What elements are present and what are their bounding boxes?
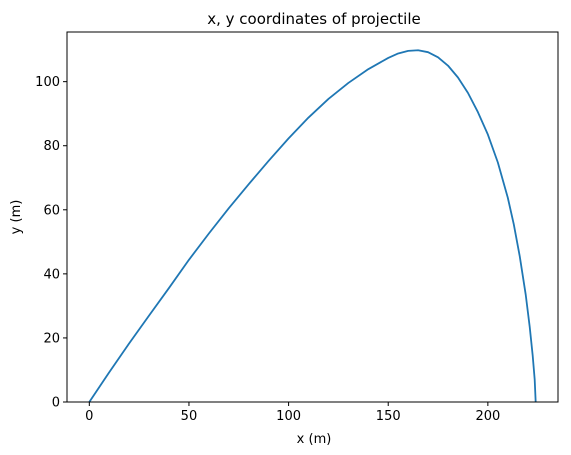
x-axis-label: x (m) — [297, 432, 332, 447]
y-tick-label: 20 — [43, 331, 60, 346]
x-tick-label: 0 — [85, 409, 93, 424]
y-tick-label: 80 — [43, 139, 60, 154]
plot-area — [66, 31, 559, 403]
x-tick-label: 150 — [376, 409, 401, 424]
y-tick-label: 40 — [43, 267, 60, 282]
axis-ticks: 0 50 100 150 200 0 20 40 60 80 100 — [35, 75, 500, 424]
y-tick-label: 0 — [52, 396, 60, 411]
series-line-0 — [88, 49, 537, 403]
x-tick-label: 100 — [276, 409, 301, 424]
y-tick-label: 60 — [43, 203, 60, 218]
y-axis-label: y (m) — [9, 200, 24, 235]
chart-title: x, y coordinates of projectile — [207, 10, 421, 28]
x-tick-label: 200 — [475, 409, 500, 424]
axes-frame — [66, 31, 559, 403]
x-tick-label: 50 — [181, 409, 198, 424]
y-tick-label: 100 — [35, 75, 60, 90]
